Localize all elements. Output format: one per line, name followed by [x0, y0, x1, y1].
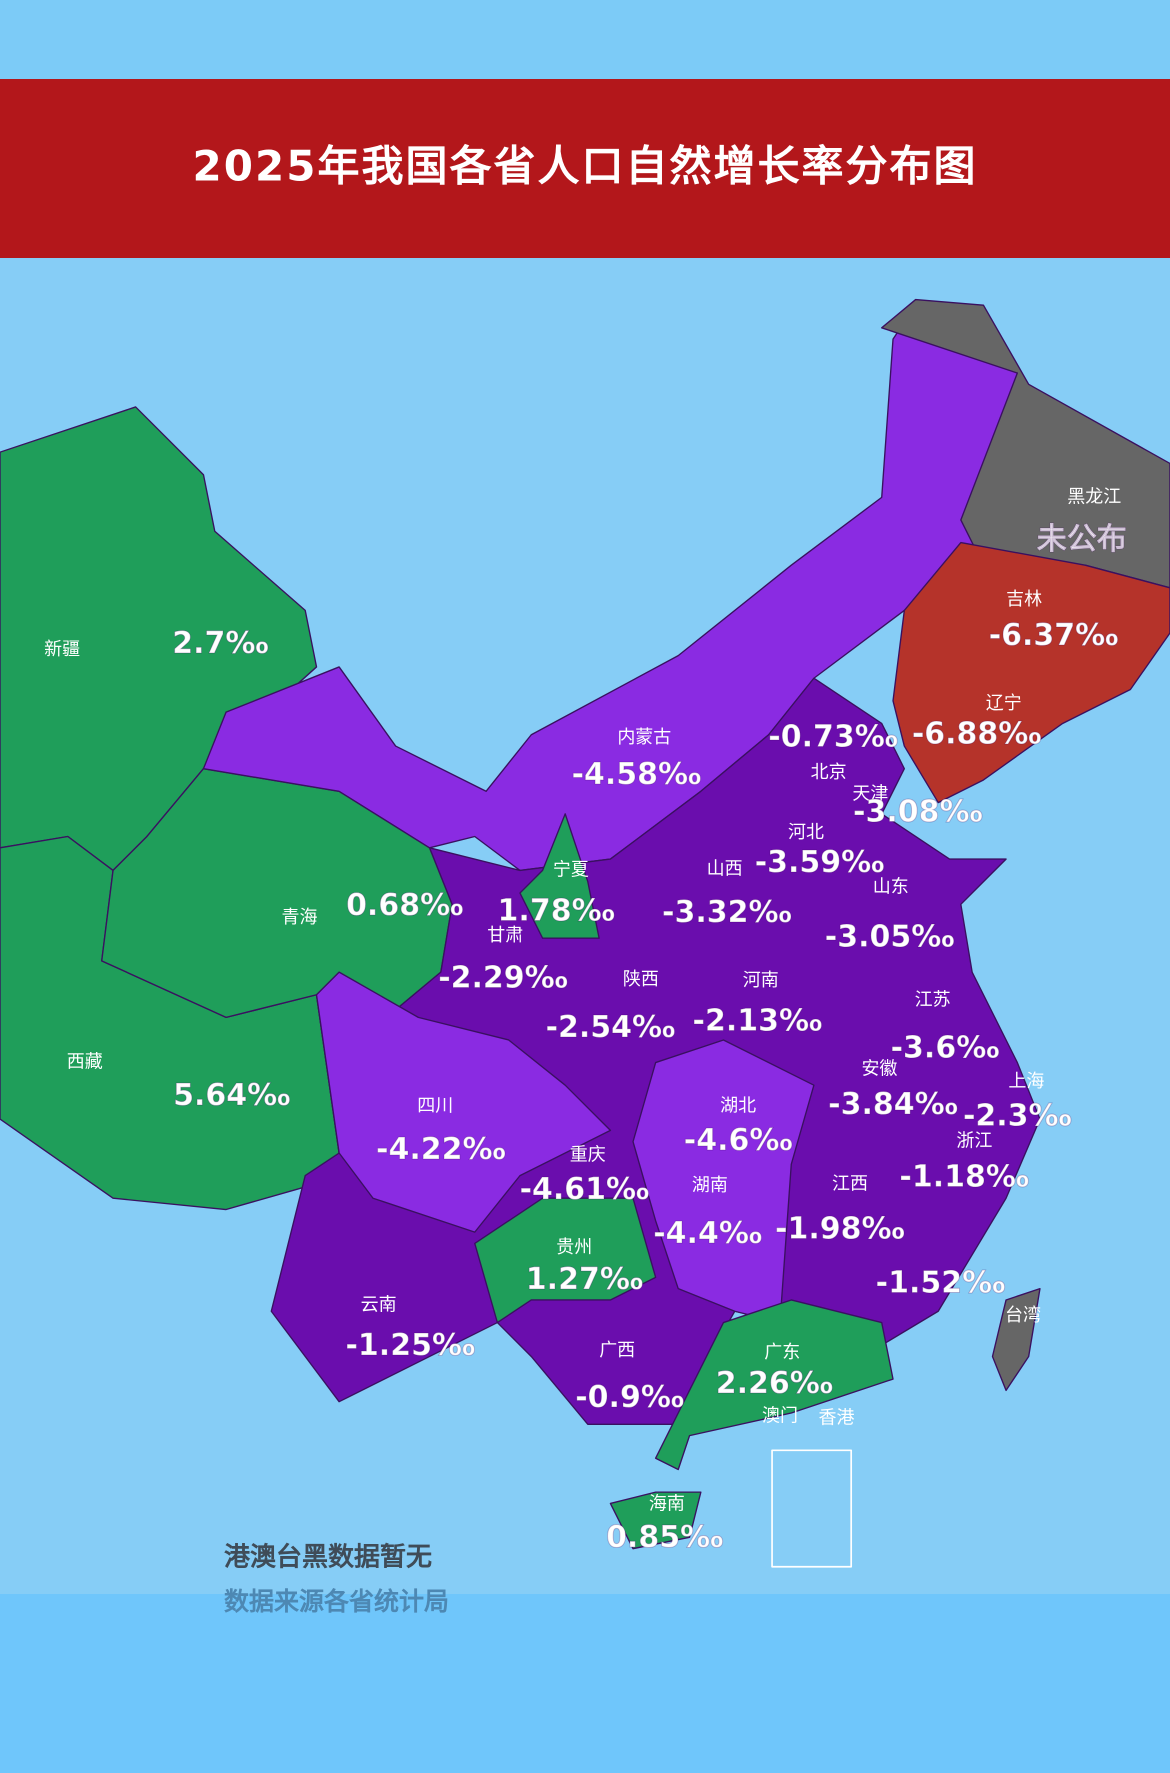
province-name: 四川: [417, 1096, 453, 1117]
province-name: 陕西: [623, 969, 659, 990]
province-rate: -4.4‰: [653, 1216, 762, 1251]
region: [270, 677, 1041, 1425]
footnote: 数据来源各省统计局: [224, 1587, 449, 1616]
province-name: 河北: [788, 822, 824, 843]
province-name: 澳门: [762, 1405, 798, 1426]
province-name: 江西: [832, 1174, 868, 1195]
province-rate: -1.52‰: [876, 1266, 1006, 1301]
province-rate: -6.37‰: [989, 618, 1119, 653]
province-name: 甘肃: [487, 925, 523, 946]
province-rate: -3.84‰: [828, 1087, 958, 1122]
region: [519, 813, 600, 939]
title-banner: [0, 79, 1170, 258]
province-name: 广西: [599, 1340, 635, 1361]
province-name: 宁夏: [553, 859, 589, 880]
province-name: 山西: [707, 858, 743, 879]
province-rate: -2.3‰: [963, 1098, 1072, 1133]
province-name: 黑龙江: [1067, 486, 1121, 507]
province-rate: 0.85‰: [606, 1520, 723, 1555]
province-name: 山东: [873, 876, 909, 897]
inset-box: [771, 1449, 853, 1568]
province-rate: -3.08‰: [853, 794, 983, 829]
province-rate: 0.68‰: [346, 888, 463, 923]
province-name: 安徽: [861, 1058, 897, 1079]
province-rate: 5.64‰: [173, 1078, 290, 1113]
province-name: 重庆: [570, 1144, 606, 1165]
province-name: 西藏: [67, 1052, 103, 1073]
top-band: [0, 0, 1170, 79]
province-rate: -1.18‰: [899, 1159, 1029, 1194]
province-name: 香港: [818, 1408, 854, 1429]
province-rate: -4.61‰: [520, 1172, 650, 1207]
region: [315, 971, 612, 1233]
region: [609, 1491, 702, 1550]
title: 2025年我国各省人口自然增长率分布图: [193, 142, 978, 191]
province-name: 青海: [282, 907, 318, 928]
province-rate: 未公布: [1037, 522, 1127, 557]
region: [654, 1299, 894, 1471]
region: [474, 1197, 657, 1324]
province-name: 上海: [1008, 1071, 1044, 1092]
province-name: 海南: [649, 1494, 685, 1515]
province-name: 贵州: [556, 1237, 592, 1258]
province-rate: -3.59‰: [755, 845, 885, 880]
province-name: 云南: [361, 1295, 397, 1316]
province-name: 新疆: [44, 639, 80, 660]
footnote: 港澳台黑数据暂无: [224, 1542, 432, 1573]
bottom-band: [0, 1594, 1170, 1773]
province-rate: -4.6‰: [684, 1123, 793, 1158]
province-rate: -3.6‰: [891, 1031, 1000, 1066]
province-rate: -1.98‰: [775, 1211, 905, 1246]
province-name: 内蒙古: [617, 727, 671, 748]
province-rate: -0.9‰: [575, 1380, 684, 1415]
province-name: 辽宁: [986, 693, 1022, 714]
province-rate: -4.58‰: [572, 757, 702, 792]
labels: 新疆 2.7‰ 西藏 5.64‰ 青海 0.68‰ 内蒙古 -4.58‰ 宁夏 1.78‰甘肃 -2…: [44, 486, 1127, 1555]
province-name: 湖南: [692, 1175, 728, 1196]
province-name: 江苏: [915, 989, 951, 1010]
province-name: 浙江: [956, 1131, 992, 1152]
province-name: 吉林: [1006, 589, 1042, 610]
province-rate: -6.88‰: [912, 716, 1042, 751]
province-rate: -2.29‰: [438, 960, 568, 995]
region: [991, 1287, 1041, 1392]
province-rate: 2.26‰: [716, 1366, 833, 1401]
map-shapes: [0, 298, 1170, 1568]
province-rate: -1.25‰: [345, 1328, 475, 1363]
province-rate: -3.05‰: [825, 920, 955, 955]
province-rate: 1.78‰: [498, 894, 615, 929]
province-rate: 1.27‰: [526, 1262, 643, 1297]
province-rate: -0.73‰: [768, 720, 898, 755]
province-name: 天津: [852, 784, 888, 805]
province-name: 广东: [764, 1342, 800, 1363]
region: [892, 541, 1170, 804]
province-rate: -2.54‰: [546, 1010, 676, 1045]
province-rate: -3.32‰: [662, 895, 792, 930]
province-rate: 2.7‰: [172, 626, 268, 661]
province-name: 北京: [811, 762, 847, 783]
province-name: 湖北: [720, 1096, 756, 1117]
province-name: 河南: [743, 970, 779, 991]
province-rate: -4.22‰: [376, 1132, 506, 1167]
province-name: 台湾: [1005, 1305, 1041, 1326]
province-rate: -2.13‰: [693, 1003, 823, 1038]
